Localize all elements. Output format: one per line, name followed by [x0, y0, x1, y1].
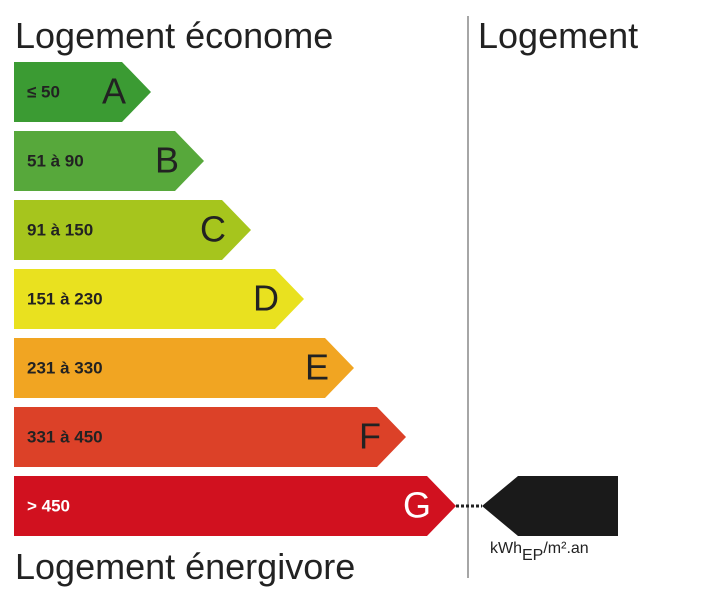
- right-title: Logement: [478, 15, 638, 56]
- class-letter: C: [200, 209, 226, 250]
- class-range: 331 à 450: [27, 427, 103, 446]
- class-bar: [14, 269, 304, 329]
- class-letter: E: [305, 347, 329, 388]
- class-letter: A: [102, 71, 126, 112]
- class-bar: [14, 407, 406, 467]
- class-letter: F: [359, 416, 381, 457]
- class-range: ≤ 50: [27, 82, 60, 101]
- footer: Logement énergivore: [15, 546, 355, 587]
- class-letter: G: [403, 485, 431, 526]
- class-letter: B: [155, 140, 179, 181]
- class-range: 51 à 90: [27, 151, 84, 170]
- class-range: 91 à 150: [27, 220, 93, 239]
- class-range: 231 à 330: [27, 358, 103, 377]
- unit-base: kWh: [490, 540, 522, 557]
- left-title: Logement économe: [15, 15, 333, 56]
- class-range: 151 à 230: [27, 289, 103, 308]
- indicator-arrow: [482, 476, 618, 536]
- class-range: > 450: [27, 496, 70, 515]
- class-bar: [14, 62, 151, 122]
- unit-suffix: /m².an: [543, 540, 588, 557]
- unit: kWhEP/m².an: [490, 540, 589, 564]
- class-bar: [14, 200, 251, 260]
- class-letter: D: [253, 278, 279, 319]
- unit-sub: EP: [522, 547, 543, 564]
- class-bar: [14, 131, 204, 191]
- class-bar: [14, 476, 456, 536]
- class-bar: [14, 338, 354, 398]
